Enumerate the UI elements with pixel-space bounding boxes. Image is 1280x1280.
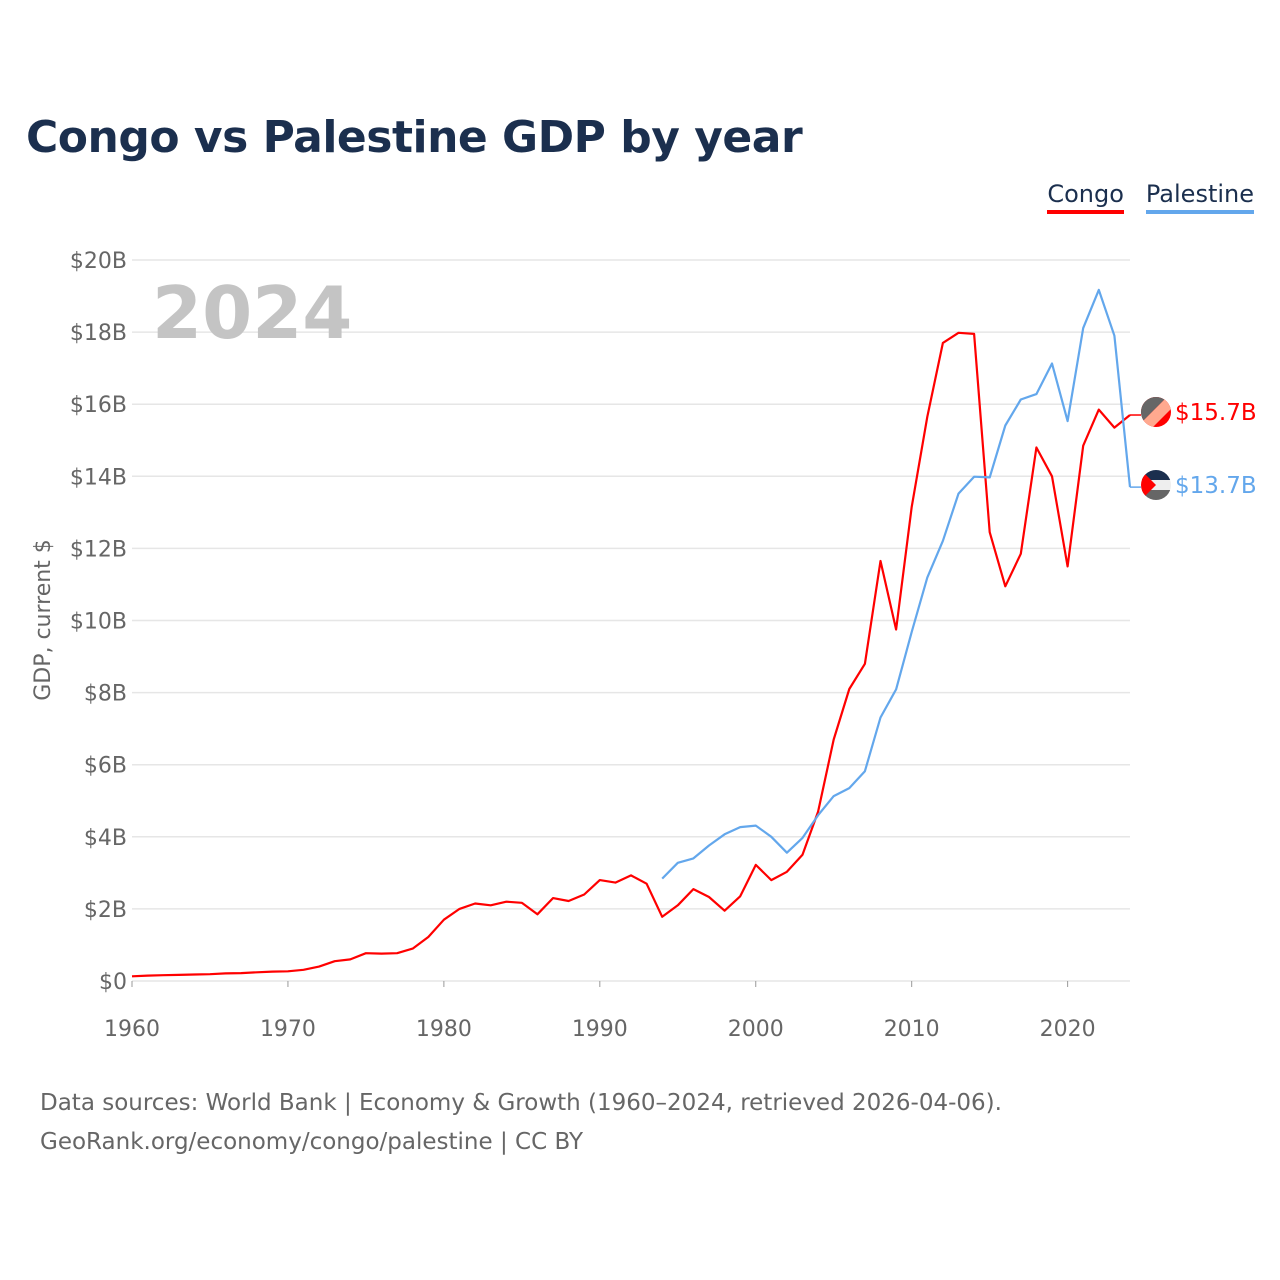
y-tick-label: $14B <box>70 465 127 490</box>
legend-palestine[interactable]: Palestine <box>1145 180 1254 214</box>
x-tick-label: 2000 <box>728 1017 784 1042</box>
y-tick-label: $4B <box>84 826 127 851</box>
x-tick-label: 1990 <box>572 1017 628 1042</box>
y-tick-label: $18B <box>70 321 127 346</box>
legend: Congo Palestine <box>1047 180 1254 214</box>
y-tick-label: $8B <box>84 682 127 707</box>
y-tick-label: $16B <box>70 393 127 418</box>
page-title: Congo vs Palestine GDP by year <box>26 112 803 163</box>
legend-congo[interactable]: Congo <box>1047 180 1124 214</box>
congo-flag-icon <box>1141 397 1171 427</box>
source-note: Data sources: World Bank | Economy & Gro… <box>40 1084 1002 1162</box>
year-label: 2024 <box>152 271 352 355</box>
y-tick-label: $20B <box>70 249 127 274</box>
congo-end-label: $15.7B <box>1175 400 1257 426</box>
y-tick-label: $12B <box>70 537 127 562</box>
y-tick-label: $10B <box>70 610 127 635</box>
y-axis-label: GDP, current $ <box>31 539 56 701</box>
series-line-palestine <box>661 288 1132 880</box>
series-line-congo <box>131 331 1131 978</box>
palestine-flag-icon <box>1141 470 1171 500</box>
x-tick-label: 1960 <box>104 1017 160 1042</box>
y-tick-label: $0 <box>99 970 127 995</box>
x-tick-label: 2010 <box>884 1017 940 1042</box>
x-tick-label: 2020 <box>1040 1017 1096 1042</box>
y-tick-label: $2B <box>84 898 127 923</box>
source-line-1: Data sources: World Bank | Economy & Gro… <box>40 1090 1002 1116</box>
palestine-end-label: $13.7B <box>1175 473 1257 499</box>
x-tick-label: 1980 <box>416 1017 472 1042</box>
source-line-2[interactable]: GeoRank.org/economy/congo/palestine | CC… <box>40 1129 584 1155</box>
x-tick-label: 1970 <box>260 1017 316 1042</box>
y-tick-label: $6B <box>84 754 127 779</box>
